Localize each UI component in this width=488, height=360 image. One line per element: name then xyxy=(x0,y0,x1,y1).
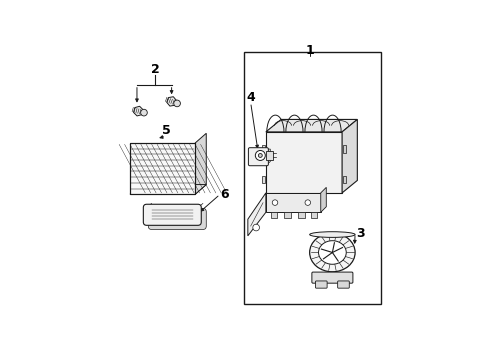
Ellipse shape xyxy=(309,232,354,237)
Polygon shape xyxy=(265,193,320,212)
Circle shape xyxy=(252,224,259,231)
Text: 2: 2 xyxy=(150,63,159,76)
Bar xyxy=(261,145,265,153)
Bar xyxy=(266,151,273,159)
FancyBboxPatch shape xyxy=(315,281,326,288)
Polygon shape xyxy=(265,132,342,193)
Bar xyxy=(310,212,317,219)
Bar xyxy=(284,212,290,219)
Text: 1: 1 xyxy=(305,44,314,57)
Bar xyxy=(130,143,195,194)
Text: 4: 4 xyxy=(246,91,254,104)
Text: 6: 6 xyxy=(220,188,228,201)
Bar xyxy=(298,212,304,219)
Polygon shape xyxy=(342,120,357,193)
Text: 5: 5 xyxy=(162,124,170,137)
Circle shape xyxy=(255,150,265,161)
Bar xyxy=(342,176,346,183)
Bar xyxy=(270,212,277,219)
Polygon shape xyxy=(130,185,206,194)
Circle shape xyxy=(258,153,262,157)
Ellipse shape xyxy=(318,241,346,264)
Circle shape xyxy=(173,100,180,107)
Polygon shape xyxy=(166,97,176,106)
Polygon shape xyxy=(247,193,265,236)
Ellipse shape xyxy=(309,233,354,272)
Polygon shape xyxy=(320,187,325,212)
FancyBboxPatch shape xyxy=(143,204,201,225)
Circle shape xyxy=(272,200,277,205)
Polygon shape xyxy=(266,149,270,164)
Bar xyxy=(130,143,195,194)
FancyBboxPatch shape xyxy=(337,281,348,288)
Text: 3: 3 xyxy=(355,226,364,240)
FancyBboxPatch shape xyxy=(248,148,268,166)
Polygon shape xyxy=(133,106,143,116)
FancyBboxPatch shape xyxy=(311,272,352,283)
Circle shape xyxy=(141,109,147,116)
Bar xyxy=(342,145,346,153)
Bar xyxy=(261,176,265,183)
Polygon shape xyxy=(265,120,357,132)
Circle shape xyxy=(305,200,310,205)
FancyBboxPatch shape xyxy=(148,208,206,229)
Polygon shape xyxy=(195,133,206,194)
Bar xyxy=(243,51,380,304)
